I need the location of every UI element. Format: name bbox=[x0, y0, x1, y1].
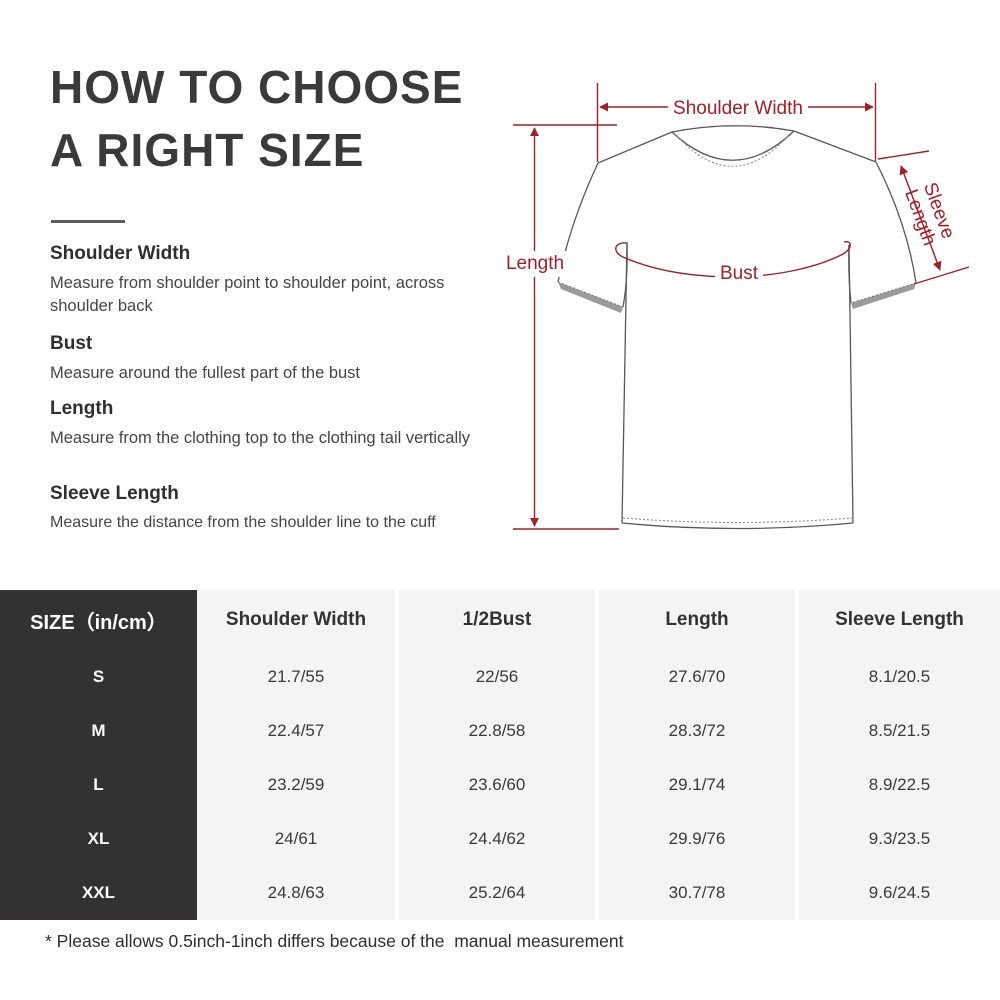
table-cell: 28.3/72 bbox=[668, 721, 726, 740]
size-table-column-half-bust: 1/2Bust 22/56 22.8/58 23.6/60 24.4/62 25… bbox=[399, 590, 595, 920]
table-cell: 27.6/70 bbox=[668, 667, 726, 686]
bust-label-bg bbox=[715, 261, 763, 285]
tshirt-diagram-svg: Shoulder Width Length Bust Sleeve Length bbox=[502, 83, 970, 530]
definition-description: Measure from the clothing top to the clo… bbox=[50, 429, 471, 447]
definition-bust: Bust Measure around the fullest part of … bbox=[50, 333, 488, 385]
size-table-column-sleeve-length: Sleeve Length 8.1/20.5 8.5/21.5 8.9/22.5… bbox=[799, 590, 1000, 920]
table-cell: 9.6/24.5 bbox=[868, 883, 931, 902]
tshirt-outline bbox=[557, 125, 917, 530]
table-cell: 23.2/59 bbox=[267, 775, 325, 794]
size-table-column-shoulder-width: Shoulder Width 21.7/55 22.4/57 23.2/59 2… bbox=[197, 590, 395, 920]
size-label-s: S bbox=[92, 667, 105, 686]
column-header-length: Length bbox=[665, 609, 729, 630]
definition-term: Shoulder Width bbox=[50, 243, 191, 264]
tshirt-measurement-diagram: Shoulder Width Length Bust Sleeve Length bbox=[500, 55, 1000, 565]
definition-description: Measure around the fullest part of the b… bbox=[50, 364, 361, 382]
column-header-half-bust: 1/2Bust bbox=[462, 609, 532, 630]
column-header-size: SIZE（in/cm） bbox=[30, 611, 167, 634]
sleeve-length-label: Sleeve Length bbox=[900, 180, 958, 249]
table-cell: 25.2/64 bbox=[468, 883, 526, 902]
definition-term: Length bbox=[50, 398, 114, 419]
shoulder-width-label: Shoulder Width bbox=[673, 98, 803, 119]
definition-length: Length Measure from the clothing top to … bbox=[50, 398, 488, 450]
tshirt-stitching bbox=[557, 134, 917, 524]
table-cell: 24.8/63 bbox=[267, 883, 325, 902]
size-label-xxl: XXL bbox=[81, 883, 116, 902]
length-label-bg bbox=[502, 251, 568, 277]
size-label-l: L bbox=[93, 775, 104, 794]
size-table-column-size: SIZE（in/cm） S M L XL XXL bbox=[0, 590, 197, 920]
table-cell: 21.7/55 bbox=[267, 667, 325, 686]
table-cell: 23.6/60 bbox=[468, 775, 526, 794]
shoulder-width-label-bg bbox=[668, 93, 808, 119]
table-cell: 9.3/23.5 bbox=[868, 829, 931, 848]
table-cell: 30.7/78 bbox=[668, 883, 726, 902]
definition-description: Measure the distance from the shoulder l… bbox=[50, 514, 436, 531]
size-label-m: M bbox=[91, 721, 106, 740]
table-cell: 22.4/57 bbox=[267, 721, 325, 740]
definition-term: Bust bbox=[50, 333, 93, 354]
bust-label: Bust bbox=[720, 263, 759, 284]
left-cuff-band bbox=[558, 282, 623, 313]
table-cell: 22/56 bbox=[475, 667, 519, 686]
size-table-column-length: Length 27.6/70 28.3/72 29.1/74 29.9/76 3… bbox=[599, 590, 795, 920]
measurement-disclaimer: * Please allows 0.5inch-1inch differs be… bbox=[45, 931, 624, 951]
size-label-xl: XL bbox=[87, 829, 110, 848]
page-title-line2: A RIGHT SIZE bbox=[50, 124, 365, 176]
table-cell: 22.8/58 bbox=[468, 721, 526, 740]
title-divider bbox=[51, 220, 125, 223]
right-cuff-band bbox=[851, 283, 916, 309]
sleeve-length-arrow bbox=[899, 165, 942, 271]
measurement-annotations bbox=[513, 83, 970, 530]
definition-description: Measure from shoulder point to shoulder … bbox=[50, 274, 445, 315]
definition-sleeve-length: Sleeve Length Measure the distance from … bbox=[50, 483, 488, 535]
page-title-line1: HOW TO CHOOSE bbox=[50, 61, 464, 113]
table-cell: 24/61 bbox=[274, 829, 318, 848]
definition-shoulder-width: Shoulder Width Measure from shoulder poi… bbox=[50, 243, 488, 317]
page-title: HOW TO CHOOSE A RIGHT SIZE bbox=[50, 56, 463, 182]
table-cell: 8.1/20.5 bbox=[868, 667, 931, 686]
table-cell: 8.5/21.5 bbox=[868, 721, 931, 740]
column-header-shoulder-width: Shoulder Width bbox=[225, 609, 367, 630]
table-cell: 29.1/74 bbox=[668, 775, 726, 794]
column-header-sleeve-length: Sleeve Length bbox=[835, 609, 964, 630]
length-label: Length bbox=[506, 253, 564, 274]
table-cell: 29.9/76 bbox=[668, 829, 726, 848]
table-cell: 8.9/22.5 bbox=[868, 775, 931, 794]
table-cell: 24.4/62 bbox=[468, 829, 526, 848]
definition-term: Sleeve Length bbox=[50, 483, 179, 504]
